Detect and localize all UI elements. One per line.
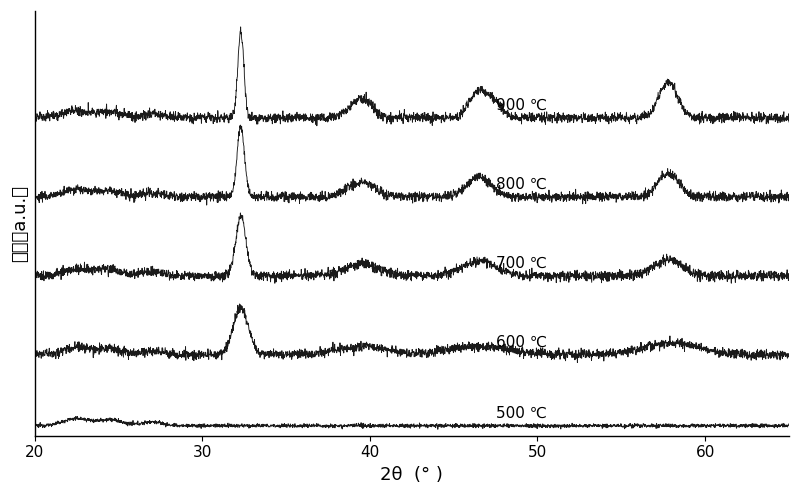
Text: 800 ℃: 800 ℃ xyxy=(495,177,546,192)
X-axis label: 2θ  (° ): 2θ (° ) xyxy=(380,466,443,484)
Text: 600 ℃: 600 ℃ xyxy=(495,335,546,350)
Text: 700 ℃: 700 ℃ xyxy=(495,256,546,271)
Y-axis label: 强度（a.u.）: 强度（a.u.） xyxy=(11,185,29,262)
Text: 500 ℃: 500 ℃ xyxy=(495,406,546,421)
Text: 900 ℃: 900 ℃ xyxy=(495,98,546,113)
